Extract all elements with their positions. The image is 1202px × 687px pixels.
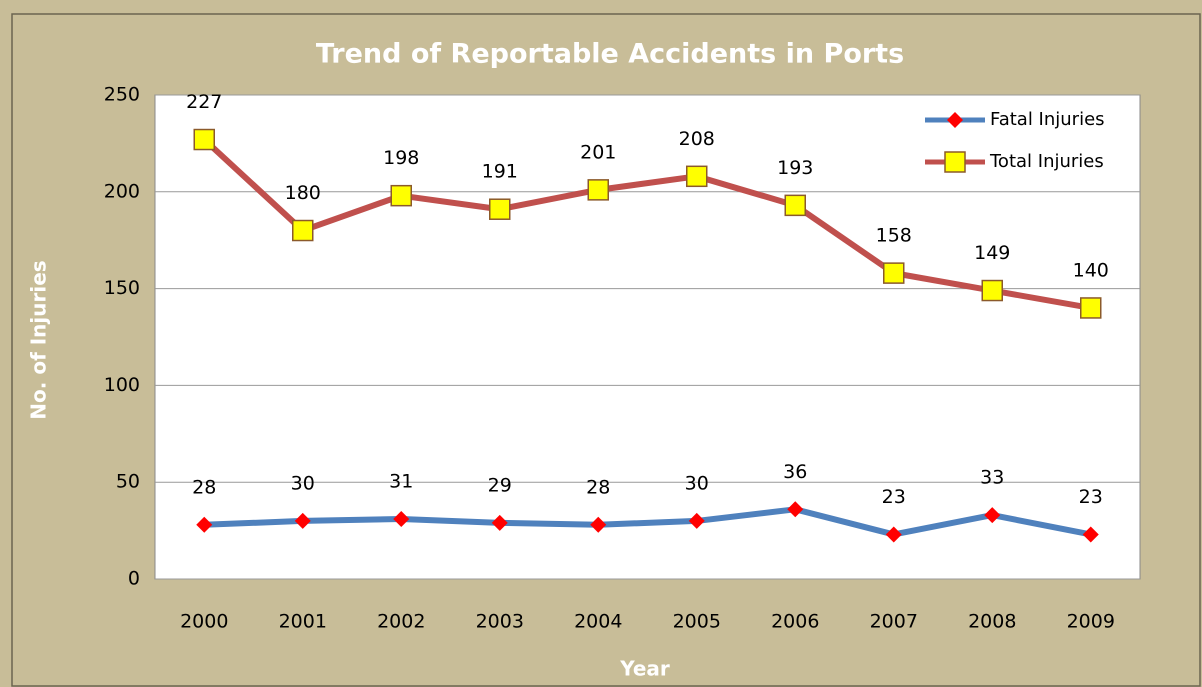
marker bbox=[196, 516, 213, 533]
legend-label: Total Injuries bbox=[989, 151, 1104, 172]
data-label: 201 bbox=[580, 141, 616, 163]
data-label: 36 bbox=[783, 461, 807, 483]
marker bbox=[947, 112, 963, 128]
data-label: 29 bbox=[488, 474, 512, 496]
marker bbox=[787, 501, 804, 518]
data-label: 23 bbox=[1079, 486, 1103, 508]
x-tick-label: 2007 bbox=[870, 611, 918, 633]
y-tick-label: 150 bbox=[104, 277, 140, 299]
x-tick-label: 2002 bbox=[377, 611, 425, 633]
marker bbox=[590, 516, 607, 533]
marker bbox=[292, 219, 314, 242]
x-tick-label: 2003 bbox=[476, 611, 524, 633]
data-label: 198 bbox=[383, 147, 419, 169]
data-label: 193 bbox=[777, 157, 813, 179]
data-label: 180 bbox=[285, 182, 321, 204]
marker bbox=[390, 184, 412, 207]
x-tick-label: 2006 bbox=[771, 611, 819, 633]
data-label: 23 bbox=[882, 486, 906, 508]
y-tick-label: 100 bbox=[104, 374, 140, 396]
data-label: 31 bbox=[389, 470, 413, 492]
marker bbox=[883, 262, 905, 284]
marker bbox=[784, 194, 806, 217]
x-tick-label: 2001 bbox=[279, 611, 327, 633]
marker bbox=[489, 198, 511, 220]
marker bbox=[944, 151, 966, 173]
data-label: 158 bbox=[876, 225, 912, 247]
y-tick-label: 0 bbox=[128, 568, 140, 590]
marker bbox=[294, 512, 311, 529]
chart-title: Trend of Reportable Accidents in Ports bbox=[316, 39, 904, 70]
data-label: 227 bbox=[186, 91, 222, 113]
y-axis-label: No. of Injuries bbox=[27, 260, 51, 419]
series-line bbox=[202, 137, 1092, 311]
data-label: 30 bbox=[685, 472, 709, 494]
data-label: 149 bbox=[974, 242, 1010, 264]
marker bbox=[686, 165, 708, 188]
x-axis-label: Year bbox=[619, 657, 670, 681]
marker bbox=[1080, 297, 1102, 319]
marker bbox=[193, 128, 215, 151]
marker bbox=[984, 507, 1001, 524]
data-label: 208 bbox=[679, 128, 715, 150]
x-tick-label: 2004 bbox=[574, 611, 622, 633]
legend-label: Fatal Injuries bbox=[990, 109, 1105, 130]
data-label: 191 bbox=[482, 161, 518, 183]
plot-area bbox=[154, 94, 1141, 580]
x-tick-label: 2008 bbox=[968, 611, 1016, 633]
data-label: 30 bbox=[291, 472, 315, 494]
x-tick-label: 2009 bbox=[1067, 611, 1115, 633]
y-tick-label: 50 bbox=[116, 471, 140, 493]
marker bbox=[688, 512, 705, 529]
data-label: 140 bbox=[1073, 259, 1109, 281]
marker bbox=[587, 179, 609, 201]
x-tick-label: 2005 bbox=[673, 611, 721, 633]
marker bbox=[393, 510, 410, 527]
series-line bbox=[204, 506, 1092, 538]
data-label: 28 bbox=[586, 476, 610, 498]
data-label: 33 bbox=[980, 467, 1004, 489]
x-tick-label: 2000 bbox=[180, 611, 228, 633]
marker bbox=[885, 526, 902, 543]
marker bbox=[491, 514, 508, 531]
marker bbox=[1082, 526, 1099, 543]
marker bbox=[981, 279, 1003, 302]
data-label: 28 bbox=[192, 476, 216, 498]
y-tick-label: 200 bbox=[104, 180, 140, 202]
y-tick-label: 250 bbox=[104, 84, 140, 106]
